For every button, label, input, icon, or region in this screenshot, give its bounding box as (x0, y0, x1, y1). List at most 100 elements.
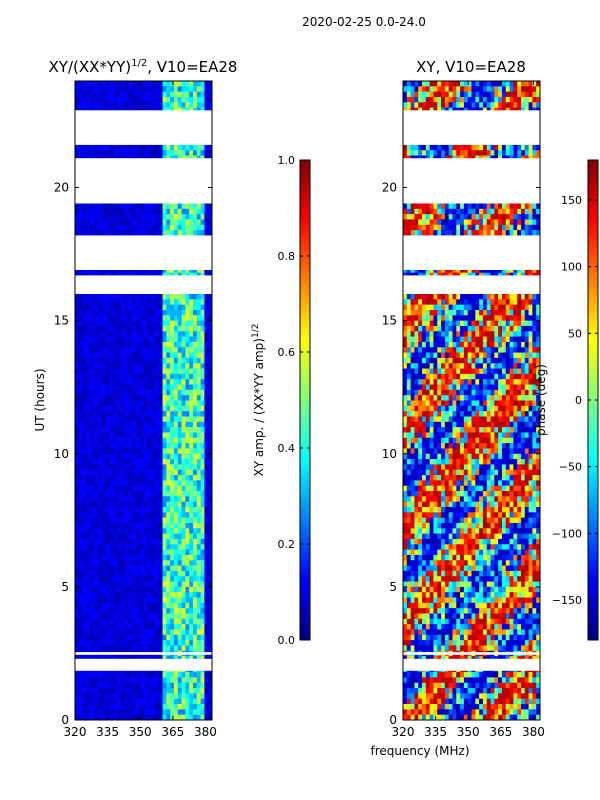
heatmap-cell (124, 395, 129, 402)
heatmap-cell (192, 608, 198, 615)
heatmap-cell (109, 581, 114, 588)
heatmap-cell (75, 443, 80, 450)
heatmap-cell (158, 533, 164, 540)
heatmap-cell (185, 331, 190, 338)
heatmap-cell (97, 496, 103, 503)
heatmap-cell (154, 214, 160, 221)
heatmap-cell (124, 475, 129, 481)
heatmap-cell (105, 618, 110, 625)
heatmap-cell (139, 214, 145, 221)
heatmap-cell (124, 528, 129, 535)
heatmap-cell (135, 469, 141, 476)
heatmap-cell (154, 565, 160, 572)
heatmap-cell (189, 384, 194, 391)
heatmap-cell (177, 427, 183, 434)
heatmap-cell (200, 624, 205, 631)
heatmap-cell (162, 645, 167, 652)
heatmap-cell (479, 102, 484, 109)
heatmap-cell (158, 347, 164, 354)
heatmap-cell (192, 86, 198, 93)
heatmap-cell (208, 459, 212, 465)
heatmap-cell (97, 576, 103, 583)
heatmap-cell (154, 341, 160, 348)
heatmap-cell (181, 528, 186, 535)
heatmap-cell (166, 379, 171, 386)
heatmap-cell (410, 81, 416, 87)
heatmap-cell (82, 347, 88, 354)
heatmap-cell (135, 629, 141, 636)
heatmap-cell (90, 389, 95, 396)
heatmap-cell (166, 496, 171, 503)
heatmap-cell (479, 96, 484, 103)
heatmap-cell (154, 475, 160, 481)
heatmap-cell (132, 565, 137, 572)
heatmap-cell (196, 613, 202, 620)
heatmap-cell (162, 602, 167, 609)
heatmap-cell (147, 688, 152, 694)
heatmap-cell (154, 230, 160, 237)
heatmap-cell (135, 507, 141, 513)
heatmap-cell (471, 96, 476, 103)
heatmap-cell (200, 437, 205, 444)
heatmap-cell (170, 432, 175, 439)
heatmap-cell (471, 81, 476, 87)
heatmap-cell (94, 304, 99, 311)
heatmap-cell (78, 672, 84, 678)
heatmap-cell (120, 453, 126, 460)
heatmap-cell (97, 363, 103, 370)
heatmap-cell (124, 688, 129, 694)
heatmap-cell (78, 81, 84, 87)
heatmap-cell (109, 469, 114, 476)
heatmap-cell (189, 363, 194, 370)
heatmap-cell (97, 570, 103, 577)
heatmap-cell (204, 624, 209, 631)
heatmap-cell (154, 538, 160, 545)
heatmap-cell (132, 325, 137, 332)
heatmap-cell (86, 368, 91, 375)
heatmap-cell (196, 496, 202, 503)
heatmap-cell (97, 357, 103, 364)
heatmap-cell (192, 411, 198, 418)
heatmap-cell (143, 81, 148, 87)
heatmap-cell (166, 150, 171, 157)
heatmap-cell (113, 379, 118, 386)
heatmap-cell (173, 586, 179, 593)
heatmap-cell (158, 581, 164, 588)
heatmap-cell (105, 469, 110, 476)
heatmap-cell (158, 379, 164, 386)
heatmap-cell (143, 693, 148, 700)
heatmap-cell (97, 368, 103, 375)
heatmap-cell (189, 102, 194, 109)
heatmap-cell (113, 469, 118, 476)
heatmap-cell (162, 208, 167, 215)
heatmap-cell (151, 363, 156, 370)
heatmap-cell (75, 421, 80, 428)
heatmap-cell (151, 491, 156, 497)
heatmap-cell (204, 672, 209, 678)
heatmap-cell (162, 608, 167, 615)
heatmap-cell (128, 507, 133, 513)
heatmap-cell (90, 320, 95, 327)
heatmap-cell (151, 464, 156, 471)
heatmap-cell (452, 91, 457, 98)
heatmap-cell (97, 517, 103, 524)
heatmap-cell (158, 528, 164, 535)
heatmap-cell (151, 592, 156, 599)
heatmap-cell (467, 81, 473, 87)
heatmap-cell (78, 373, 84, 380)
heatmap-cell (143, 416, 148, 423)
heatmap-cell (90, 363, 95, 370)
heatmap-cell (143, 459, 148, 465)
heatmap-cell (116, 672, 122, 678)
heatmap-cell (173, 432, 179, 439)
heatmap-cell (166, 347, 171, 354)
heatmap-cell (120, 459, 126, 465)
heatmap-cell (200, 102, 205, 109)
heatmap-cell (200, 677, 205, 684)
heatmap-cell (200, 533, 205, 540)
heatmap-cell (90, 672, 95, 678)
heatmap-cell (135, 522, 141, 529)
heatmap-cell (113, 331, 118, 338)
heatmap-cell (78, 86, 84, 93)
heatmap-cell (173, 640, 179, 647)
